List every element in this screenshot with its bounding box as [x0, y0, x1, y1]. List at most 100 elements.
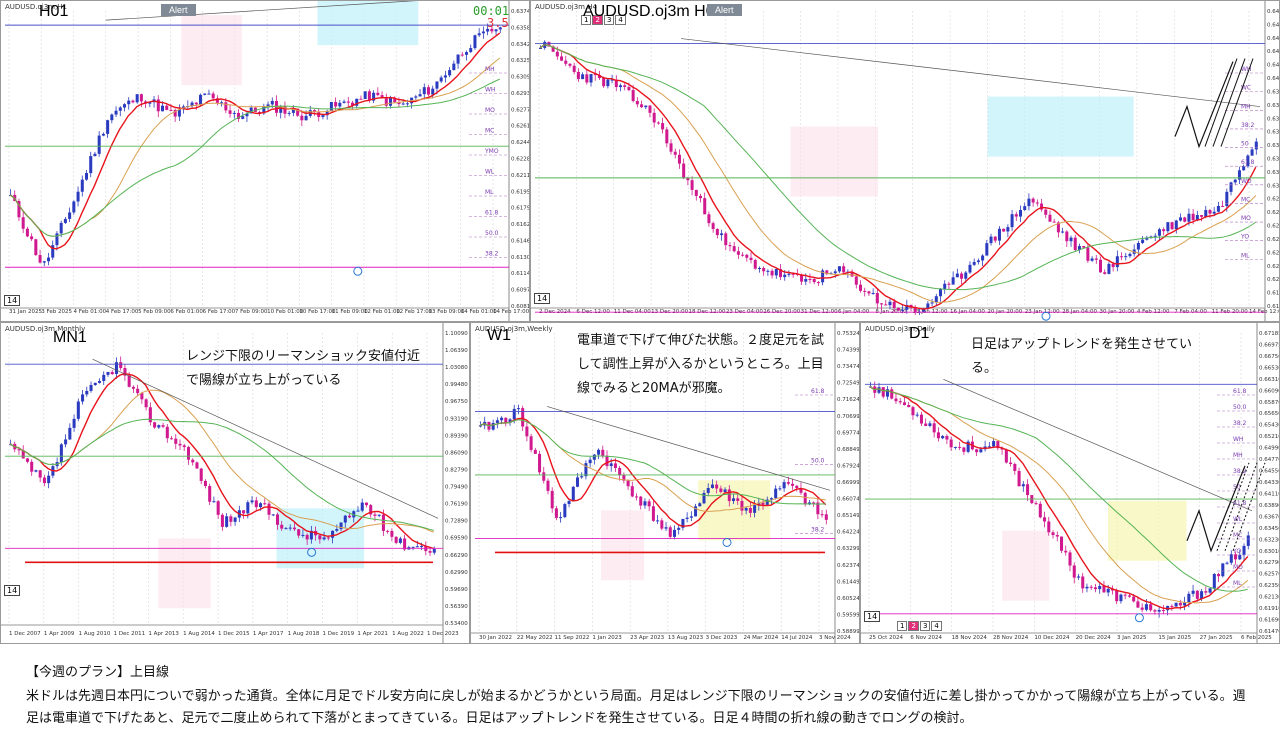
candle-body	[555, 51, 559, 57]
price-tick-label: 0.69590	[445, 536, 468, 542]
ma-fast-line	[9, 32, 501, 250]
candle-body	[1064, 550, 1068, 553]
candle-body	[292, 527, 296, 530]
time-tick-label: 23 Apr 2023	[630, 635, 665, 641]
candle-body	[80, 179, 84, 192]
candle-body	[648, 105, 652, 113]
level-label: 38.2	[1241, 122, 1255, 129]
candle-body	[394, 536, 398, 543]
candle-body	[542, 472, 546, 481]
candle-body	[740, 500, 744, 511]
candle-body	[699, 195, 703, 199]
candle-body	[913, 307, 917, 312]
candle-body	[563, 504, 567, 518]
candle-body	[681, 518, 685, 528]
candle-body	[279, 106, 283, 113]
candle-body	[114, 362, 118, 375]
candle-body	[741, 254, 745, 256]
candle-body	[144, 399, 148, 408]
price-tick-label: 0.71624	[837, 397, 860, 403]
candle-body	[1187, 593, 1191, 603]
candle-body	[816, 502, 820, 515]
candle-body	[854, 276, 858, 285]
candle-body	[1166, 222, 1170, 232]
candle-body	[25, 458, 29, 462]
price-tick-label: 0.59690	[445, 587, 468, 593]
candle-body	[533, 449, 537, 454]
candle-body	[1250, 149, 1254, 156]
chart-panel-w1[interactable]: 0.75324 0.74399 0.73474 0.72549 0.71624 0.706…	[470, 322, 860, 644]
time-tick-label: 1 Apr 2013	[148, 631, 179, 637]
price-tick-label: 0.79490	[445, 485, 468, 491]
level-label: MO	[1241, 215, 1251, 222]
alert-button[interactable]: Alert	[707, 4, 742, 16]
candle-body	[567, 501, 571, 505]
chart-panel-mn1[interactable]: 1.10090 1.06390 1.03080 0.99480 0.96750 0.931…	[0, 322, 470, 644]
candle-body	[1034, 503, 1038, 505]
candle-body	[490, 28, 494, 32]
candle-body	[1127, 595, 1131, 597]
time-tick-label: 20 Dec 2024	[1076, 635, 1112, 641]
candle-body	[114, 110, 118, 115]
annotation-note: 日足はアップトレンドを発生させている。	[971, 337, 1193, 376]
candle-body	[203, 480, 207, 487]
annotation-note: 電車道で下げて伸びた状態。２度足元を試して調性上昇が入るかというところ。上目線で…	[577, 333, 825, 396]
price-tick-label: 0.63581	[511, 25, 530, 31]
candle-body	[427, 87, 431, 95]
candle-body	[924, 423, 928, 426]
candle-body	[93, 382, 97, 385]
price-tick-label: 0.65650	[1259, 411, 1280, 417]
candle-body	[707, 214, 711, 224]
candle-body	[664, 527, 668, 529]
candle-body	[1216, 205, 1220, 212]
candle-body	[949, 439, 953, 448]
candle-body	[958, 446, 962, 448]
candle-body	[101, 133, 105, 136]
candle-body	[631, 90, 635, 102]
level-label: ML	[485, 189, 494, 196]
candle-body	[1023, 206, 1027, 210]
price-tick-label: 0.61449	[837, 579, 860, 585]
price-tick-label: 0.66999	[837, 480, 860, 486]
candle-body	[968, 264, 972, 273]
price-tick-label: 0.61910	[1259, 606, 1280, 612]
candle-body	[431, 88, 435, 95]
chart-panel-d1[interactable]: 0.67185 0.66975 0.66750 0.66530 0.66310 0.660…	[860, 322, 1280, 644]
candle-body	[1195, 215, 1199, 221]
candle-body	[481, 31, 485, 34]
candle-body	[554, 508, 558, 518]
candle-body	[381, 514, 385, 531]
candle-body	[609, 463, 613, 467]
time-tick-label: 31 Jan 2025	[9, 309, 42, 315]
candle-body	[947, 283, 951, 285]
price-tick-label: 0.61690	[1259, 618, 1280, 624]
candle-body	[672, 529, 676, 537]
candle-body	[435, 81, 439, 89]
candle-body	[571, 486, 575, 502]
candle-body	[1000, 448, 1004, 450]
candle-body	[477, 33, 481, 36]
candle-body	[249, 107, 253, 114]
alert-button[interactable]: Alert	[161, 4, 196, 16]
price-tick-label: 0.63230	[1259, 537, 1280, 543]
candle-body	[360, 502, 364, 511]
candle-body	[21, 450, 25, 459]
candle-body	[1145, 237, 1149, 240]
candle-body	[1225, 191, 1229, 207]
chart-panel-h04[interactable]: 0.64715 0.64590 0.64460 0.64330 0.64200 0.640…	[530, 0, 1280, 322]
candle-body	[161, 425, 165, 427]
candle-body	[1136, 601, 1140, 608]
candle-body	[1002, 228, 1006, 232]
candle-body	[951, 277, 955, 285]
candle-body	[575, 477, 580, 487]
candle-body	[398, 538, 402, 543]
zone-box	[158, 538, 211, 609]
price-tick-label: 0.99480	[445, 382, 468, 388]
candle-body	[673, 151, 677, 155]
trend-line	[92, 358, 439, 519]
time-tick-label: 25 Oct 2024	[869, 635, 904, 641]
